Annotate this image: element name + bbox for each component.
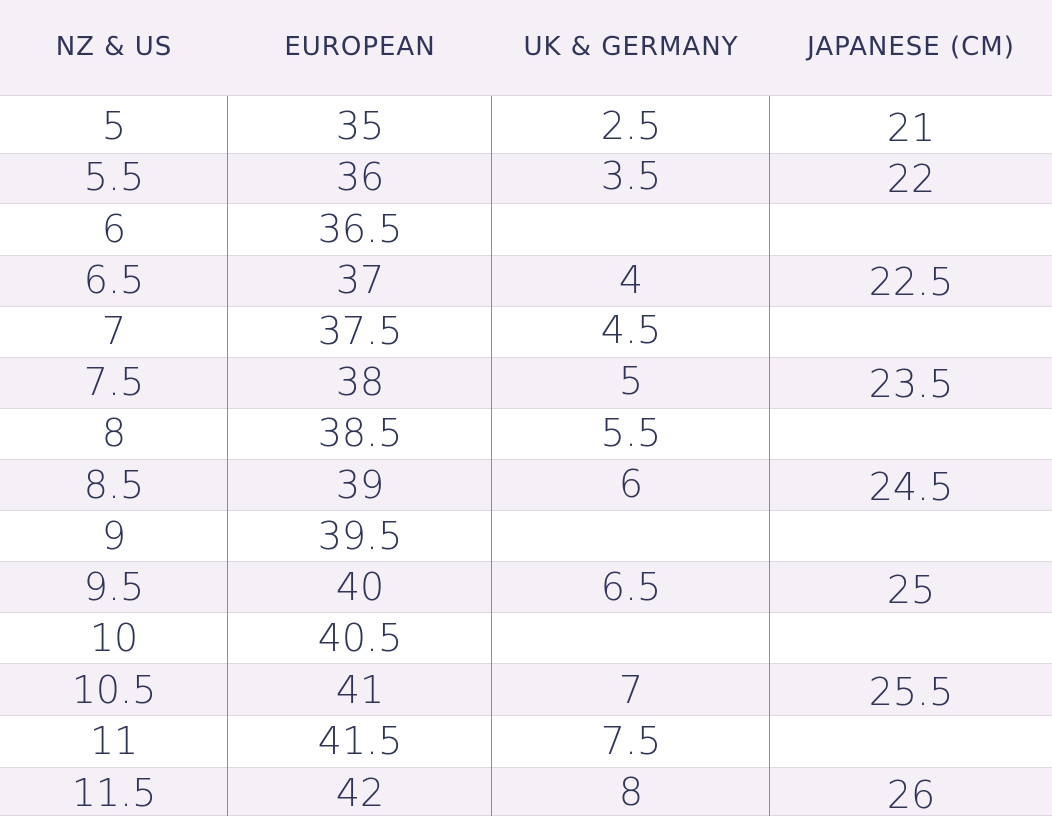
cell-uk-germany: 5: [618, 359, 644, 403]
table-row: 11.5 42 8 26: [0, 768, 1052, 816]
cell-japanese-cm: 22.5: [868, 260, 954, 304]
cell-japanese-cm: 25: [886, 568, 936, 612]
cell-japanese-cm: [770, 515, 1052, 559]
cell-uk-germany: 8: [618, 770, 644, 814]
cell-european: 36.5: [317, 207, 403, 251]
table-row: 10 40.5: [0, 613, 1052, 664]
cell-japanese-cm: 21: [886, 106, 936, 150]
cell-uk-germany: 7: [618, 668, 644, 712]
cell-uk-germany: 3.5: [600, 154, 662, 198]
header-nz-us: NZ & US: [55, 32, 173, 62]
cell-japanese-cm: [770, 413, 1052, 457]
cell-nz-us: 10: [89, 616, 139, 660]
cell-uk-germany: [492, 515, 770, 559]
cell-uk-germany: [492, 208, 770, 252]
cell-european: 37: [335, 258, 385, 302]
cell-nz-us: 5.5: [83, 155, 145, 199]
cell-nz-us: 11: [89, 719, 139, 763]
cell-european: 39.5: [317, 514, 403, 558]
column-divider: [769, 96, 770, 816]
cell-uk-germany: [492, 617, 770, 661]
cell-nz-us: 8.5: [83, 463, 145, 507]
table-row: 8.5 39 6 24.5: [0, 460, 1052, 511]
cell-japanese-cm: 24.5: [868, 465, 954, 509]
cell-nz-us: 5: [101, 104, 127, 148]
cell-european: 38.5: [317, 411, 403, 455]
cell-nz-us: 8: [101, 411, 127, 455]
cell-japanese-cm: [770, 208, 1052, 252]
cell-uk-germany: 4.5: [600, 308, 662, 352]
cell-japanese-cm: 23.5: [868, 362, 954, 406]
table-row: 7 37.5 4.5: [0, 307, 1052, 358]
cell-japanese-cm: 26: [886, 773, 936, 816]
cell-nz-us: 7: [101, 309, 127, 353]
table-row: 5 35 2.5 21: [0, 96, 1052, 154]
cell-nz-us: 6.5: [83, 258, 145, 302]
cell-uk-germany: 6.5: [600, 565, 662, 609]
cell-european: 35: [335, 104, 385, 148]
cell-nz-us: 11.5: [71, 771, 157, 815]
column-divider: [491, 96, 492, 816]
cell-uk-germany: 6: [618, 462, 644, 506]
cell-european: 37.5: [317, 309, 403, 353]
cell-european: 42: [335, 771, 385, 815]
cell-nz-us: 10.5: [71, 668, 157, 712]
cell-japanese-cm: [770, 617, 1052, 661]
table-row: 6 36.5: [0, 204, 1052, 256]
table-row: 6.5 37 4 22.5: [0, 256, 1052, 307]
cell-nz-us: 9.5: [83, 565, 145, 609]
cell-european: 41.5: [317, 719, 403, 763]
header-japanese-cm: JAPANESE (CM): [807, 32, 1015, 62]
table-header: NZ & US EUROPEAN UK & GERMANY JAPANESE (…: [0, 0, 1052, 96]
table-row: 11 41.5 7.5: [0, 716, 1052, 768]
table-row: 10.5 41 7 25.5: [0, 664, 1052, 716]
cell-nz-us: 7.5: [83, 360, 145, 404]
header-uk-germany: UK & GERMANY: [523, 32, 739, 62]
cell-european: 41: [335, 668, 385, 712]
cell-japanese-cm: 22: [886, 157, 936, 201]
cell-nz-us: 6: [101, 207, 127, 251]
cell-uk-germany: 5.5: [600, 411, 662, 455]
cell-european: 40.5: [317, 616, 403, 660]
column-divider: [227, 96, 228, 816]
table-row: 8 38.5 5.5: [0, 409, 1052, 460]
cell-japanese-cm: 25.5: [868, 670, 954, 714]
cell-uk-germany: 4: [618, 258, 644, 302]
cell-european: 39: [335, 463, 385, 507]
cell-european: 36: [335, 155, 385, 199]
cell-japanese-cm: [770, 720, 1052, 764]
cell-uk-germany: 2.5: [600, 104, 662, 148]
cell-uk-germany: 7.5: [600, 719, 662, 763]
table-row: 9.5 40 6.5 25: [0, 562, 1052, 613]
header-european: EUROPEAN: [284, 32, 436, 62]
table-row: 9 39.5: [0, 511, 1052, 562]
table-row: 7.5 38 5 23.5: [0, 358, 1052, 409]
cell-european: 38: [335, 360, 385, 404]
cell-japanese-cm: [770, 311, 1052, 355]
cell-nz-us: 9: [101, 514, 127, 558]
table-row: 5.5 36 3.5 22: [0, 154, 1052, 204]
cell-european: 40: [335, 565, 385, 609]
